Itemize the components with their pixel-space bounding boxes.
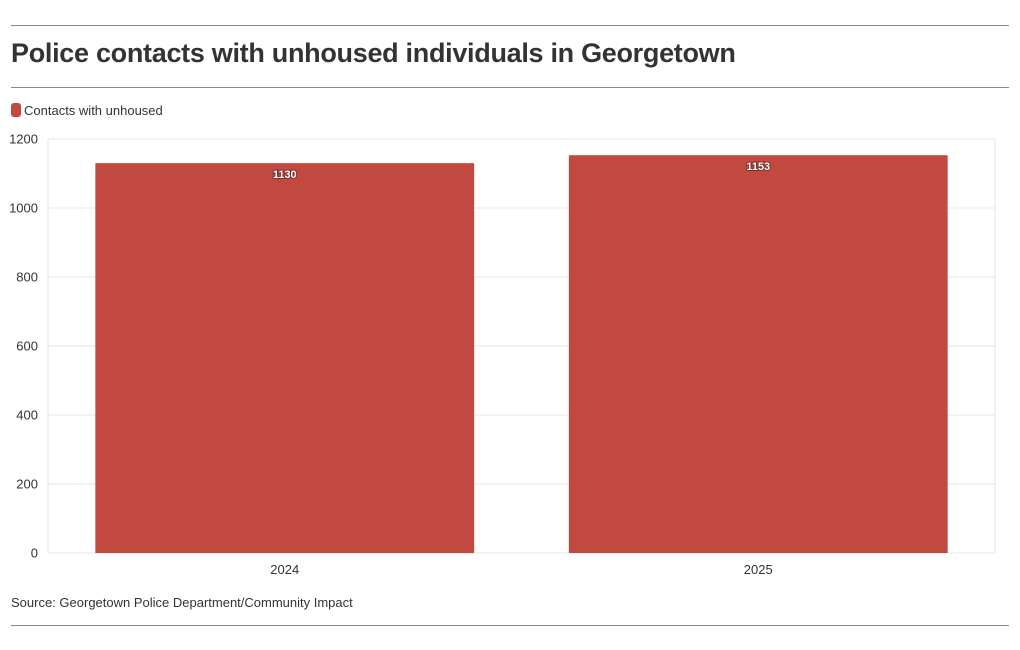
legend-swatch bbox=[11, 103, 21, 117]
bar-chart: 0 200 400 600 800 1000 1200 1130 1153 2024 2025 bbox=[9, 132, 996, 577]
y-tick-label: 600 bbox=[16, 339, 38, 354]
bar-2024 bbox=[95, 163, 475, 553]
title-divider bbox=[11, 87, 1009, 88]
bottom-divider bbox=[11, 625, 1009, 626]
chart-title: Police contacts with unhoused individual… bbox=[11, 38, 736, 68]
bars: 1130 1153 bbox=[95, 155, 948, 553]
y-tick-label: 400 bbox=[16, 408, 38, 423]
y-tick-label: 1000 bbox=[9, 201, 38, 216]
y-tick-label: 1200 bbox=[9, 132, 38, 147]
data-label: 1130 bbox=[273, 169, 297, 181]
x-tick-label: 2024 bbox=[270, 562, 299, 577]
data-label: 1153 bbox=[746, 161, 770, 173]
x-tick-label: 2025 bbox=[744, 562, 773, 577]
legend: Contacts with unhoused bbox=[11, 101, 163, 119]
legend-label: Contacts with unhoused bbox=[24, 102, 163, 118]
top-divider bbox=[11, 25, 1009, 26]
x-axis: 2024 2025 bbox=[270, 562, 772, 577]
y-tick-label: 800 bbox=[16, 270, 38, 285]
bar-2025 bbox=[568, 155, 948, 553]
y-tick-label: 200 bbox=[16, 477, 38, 492]
source-note: Source: Georgetown Police Department/Com… bbox=[11, 595, 353, 610]
y-axis: 0 200 400 600 800 1000 1200 bbox=[9, 132, 38, 561]
y-tick-label: 0 bbox=[31, 546, 38, 561]
